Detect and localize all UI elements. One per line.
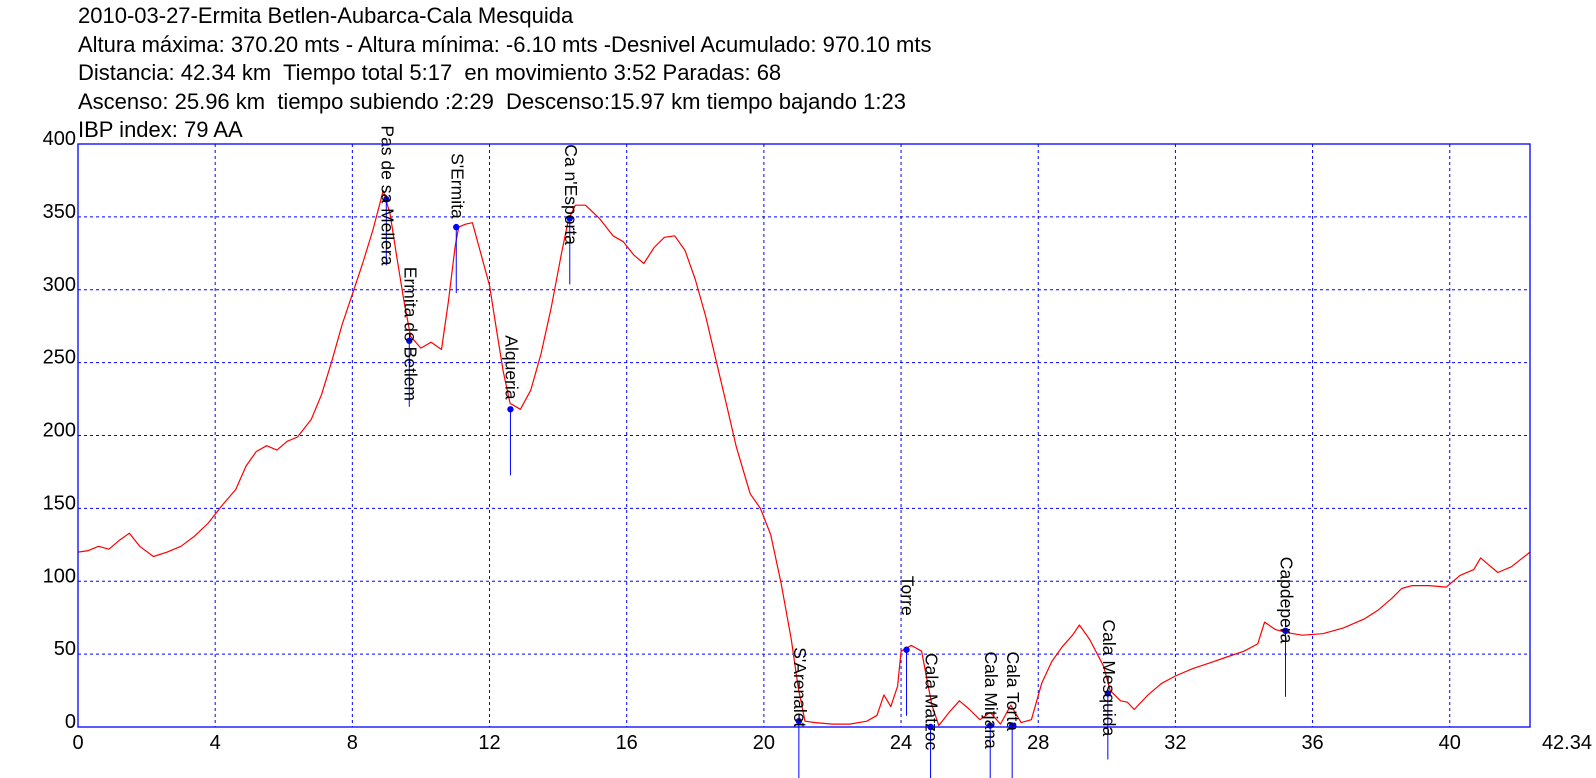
x-tick-label: 32	[1164, 732, 1186, 754]
waypoint-marker	[566, 215, 573, 222]
y-tick-label: 200	[43, 420, 76, 442]
ascent-descent-summary: Ascenso: 25.96 km tiempo subiendo :2:29 …	[78, 88, 906, 114]
waypoint-label: Cala Mitjana	[981, 652, 1001, 750]
x-tick-label: 24	[890, 732, 912, 754]
y-tick-label: 250	[43, 347, 76, 369]
y-tick-label: 300	[43, 274, 76, 296]
waypoint-marker	[507, 406, 514, 413]
x-tick-label: 4	[210, 732, 221, 754]
chart-title: 2010-03-27-Ermita Betlen-Aubarca-Cala Me…	[78, 3, 574, 28]
waypoint-marker	[406, 337, 413, 344]
waypoint-label: Pas de sa Mellera	[377, 125, 397, 265]
y-tick-label: 100	[43, 565, 76, 587]
distance-time-summary: Distancia: 42.34 km Tiempo total 5:17 en…	[78, 60, 782, 85]
x-tick-label: 12	[478, 732, 500, 754]
x-tick-label: 16	[616, 732, 638, 754]
x-tick-label: 42.34	[1542, 732, 1592, 754]
y-tick-label: 50	[54, 638, 76, 660]
y-tick-label: 350	[43, 201, 76, 223]
y-tick-label: 0	[65, 711, 76, 733]
ibp-index: IBP index: 79 AA	[78, 117, 243, 142]
waypoint-label: Ermita de Betlem	[400, 267, 420, 401]
x-tick-label: 36	[1301, 732, 1323, 754]
waypoint-label: S'Arenalet	[790, 647, 810, 727]
tick-labels: 0 4 8 12 16 20 24 28 32 36 40 42.34 0 50 100 150 200 250 3…	[43, 128, 1592, 754]
waypoint-marker	[383, 196, 390, 203]
waypoint-marker	[1282, 627, 1289, 635]
grid-lines	[78, 144, 1530, 727]
waypoint-marker	[903, 646, 910, 653]
waypoint-label: S'Ermita	[447, 153, 467, 219]
elevation-line	[77, 190, 1531, 727]
waypoint-label: Alqueria	[501, 335, 521, 399]
waypoint-marker	[1104, 690, 1112, 697]
x-tick-label: 0	[72, 732, 83, 754]
waypoint-label: Torre	[898, 576, 918, 616]
waypoint-label: Cala Matzoc	[922, 653, 942, 751]
waypoint-label: Cala Torta	[1003, 652, 1023, 732]
plot-frame	[77, 143, 1531, 728]
waypoint-marker	[453, 223, 460, 231]
x-tick-label: 20	[753, 732, 775, 754]
x-tick-label: 28	[1027, 732, 1049, 754]
waypoint-label: Cala Mesquida	[1099, 620, 1119, 737]
chart-header: 2010-03-27-Ermita Betlen-Aubarca-Cala Me…	[78, 2, 931, 145]
waypoint-marker	[795, 717, 803, 725]
altitude-summary: Altura máxima: 370.20 mts - Altura mínim…	[78, 31, 932, 57]
x-tick-label: 40	[1439, 732, 1461, 754]
profile-series	[77, 190, 1531, 727]
waypoint-label: Capdepera	[1277, 557, 1297, 644]
x-tick-label: 8	[347, 732, 358, 754]
y-tick-label: 150	[43, 492, 76, 514]
waypoint-label: Ca n'Esporta	[561, 144, 581, 245]
y-tick-label: 400	[43, 128, 76, 150]
